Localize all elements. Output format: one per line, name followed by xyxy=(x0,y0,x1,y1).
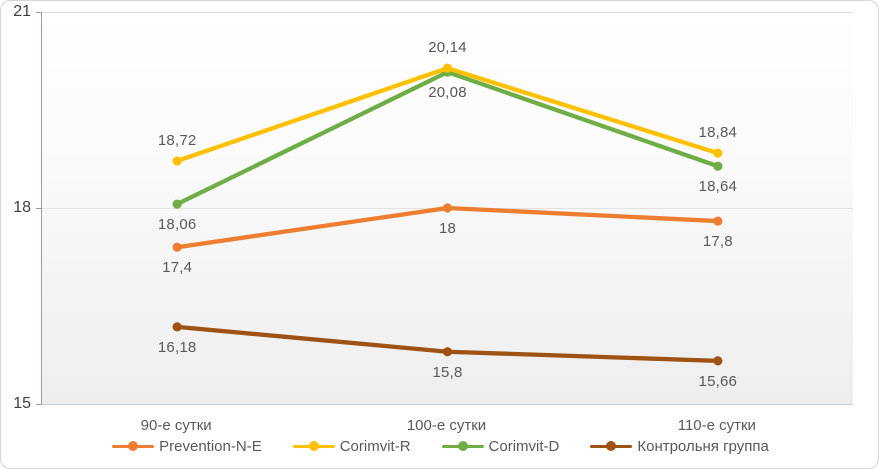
data-label: 15,8 xyxy=(432,363,463,381)
data-label: 18,72 xyxy=(157,131,197,149)
legend: Prevention-N-E Corimvit-R Corimvit-D Контро… xyxy=(1,435,878,457)
legend-line-marker-icon xyxy=(292,441,335,452)
legend-label: Prevention-N-E xyxy=(159,437,262,455)
data-point-marker xyxy=(713,216,723,226)
series-lines-svg xyxy=(42,12,853,366)
data-label: 18,64 xyxy=(698,178,738,196)
series-line-Corimvit-R xyxy=(175,66,720,164)
data-point-marker xyxy=(442,63,453,73)
legend-line-marker-icon xyxy=(112,441,155,452)
data-label: 17,8 xyxy=(702,233,733,251)
x-category-label: 100-е сутки xyxy=(406,417,487,434)
data-point-marker xyxy=(713,161,723,171)
data-point-marker xyxy=(172,156,182,166)
y-tick-mark xyxy=(36,404,41,405)
plot-area: 17,4 18 17,8 18,72 20,14 18,84 18,06 20,08 18,64… xyxy=(41,12,853,405)
data-label: 20,14 xyxy=(428,39,467,57)
legend-line-marker-icon xyxy=(441,441,484,452)
data-label: 17,4 xyxy=(162,259,193,277)
y-tick-mark xyxy=(36,208,41,209)
y-tick-label-18: 18 xyxy=(13,199,31,216)
legend-item-Corimvit-R: Corimvit-R xyxy=(292,437,411,455)
data-label: 18 xyxy=(438,220,457,237)
data-point-marker xyxy=(442,347,453,357)
legend-label: Corimvit-D xyxy=(488,437,560,455)
y-tick-label-21: 21 xyxy=(13,3,31,20)
legend-item-Prevention-N-E: Prevention-N-E xyxy=(112,438,262,455)
data-label: 20,08 xyxy=(428,84,467,102)
data-point-marker xyxy=(172,242,182,252)
legend-line-marker-icon xyxy=(590,441,633,452)
data-label: 18,84 xyxy=(698,124,738,142)
data-point-marker xyxy=(442,203,453,213)
data-point-marker xyxy=(172,322,182,332)
x-category-label: 90-е сутки xyxy=(140,417,212,434)
data-label: 18,06 xyxy=(157,216,197,234)
y-tick-mark xyxy=(36,12,41,13)
data-point-marker xyxy=(713,148,723,158)
data-label: 15,66 xyxy=(698,372,738,390)
y-tick-label-15: 15 xyxy=(13,395,31,412)
legend-item-Контрольня группа: Контрольня группа xyxy=(590,437,769,455)
data-label: 16,18 xyxy=(157,338,197,356)
legend-label: Контрольня группа xyxy=(637,437,769,455)
data-point-marker xyxy=(172,199,182,209)
legend-label: Corimvit-R xyxy=(339,437,411,455)
legend-item-Corimvit-D: Corimvit-D xyxy=(441,437,560,455)
x-category-label: 110-е сутки xyxy=(677,417,756,434)
data-point-marker xyxy=(713,356,723,366)
